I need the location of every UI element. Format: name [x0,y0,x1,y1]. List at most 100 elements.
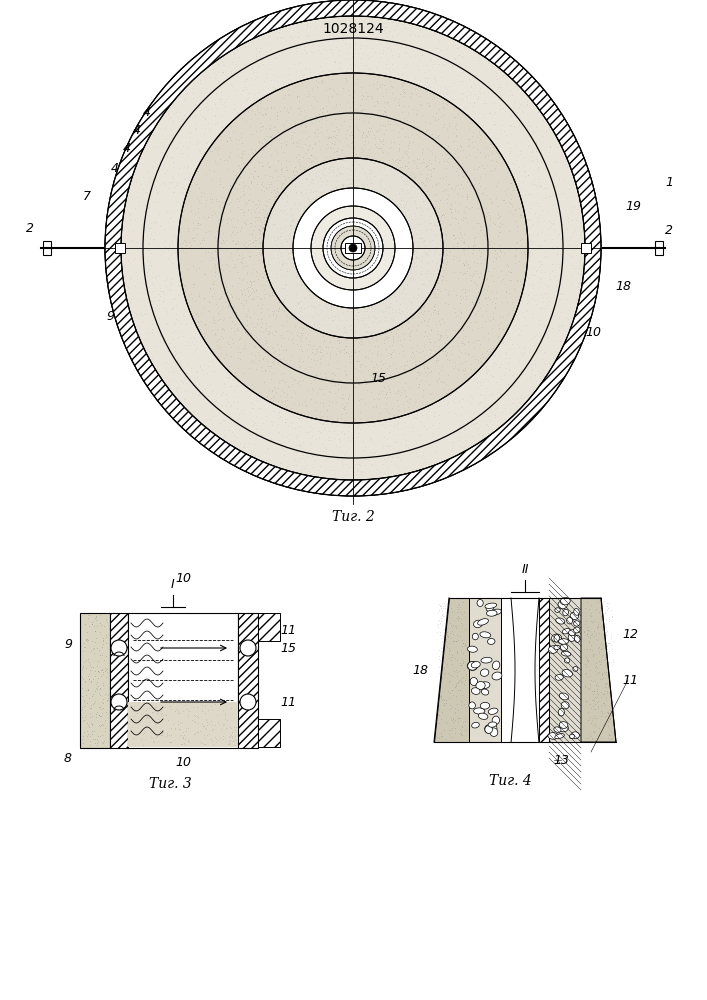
Ellipse shape [479,682,490,689]
Ellipse shape [573,667,578,671]
Ellipse shape [472,633,479,640]
Bar [581,243,591,253]
Ellipse shape [559,724,568,732]
Circle shape [341,236,365,260]
Ellipse shape [562,629,571,634]
Ellipse shape [474,708,485,714]
Ellipse shape [574,635,580,642]
Ellipse shape [469,702,475,709]
Polygon shape [469,598,501,742]
Ellipse shape [562,670,573,677]
Ellipse shape [485,603,497,608]
Polygon shape [434,598,469,742]
Text: 2: 2 [26,222,34,234]
Text: 18: 18 [412,664,428,676]
Ellipse shape [481,657,492,663]
Ellipse shape [571,612,578,620]
Ellipse shape [480,632,491,638]
Circle shape [240,694,256,710]
Ellipse shape [555,608,560,612]
Circle shape [349,244,357,252]
Text: 4: 4 [133,123,141,136]
Ellipse shape [561,702,569,709]
Text: 11: 11 [280,624,296,637]
Text: 19: 19 [625,200,641,213]
Ellipse shape [556,618,565,624]
Text: Τиг. 4: Τиг. 4 [489,774,532,788]
Polygon shape [539,598,549,742]
Text: II: II [521,563,529,576]
Ellipse shape [488,722,497,727]
Ellipse shape [472,688,480,694]
Bar [110,613,128,748]
Text: 9: 9 [64,639,72,652]
Ellipse shape [555,734,564,739]
Text: 4: 4 [123,141,131,154]
Circle shape [111,640,127,656]
Ellipse shape [470,677,478,686]
Ellipse shape [571,732,580,739]
Bar [258,719,280,747]
Text: I: I [171,578,175,591]
Text: 11: 11 [280,696,296,708]
Text: Τиг. 3: Τиг. 3 [148,777,192,791]
Ellipse shape [559,639,568,644]
Ellipse shape [573,621,580,626]
Polygon shape [549,598,581,742]
Bar [115,243,125,253]
Circle shape [111,694,127,710]
Bar [238,613,258,748]
Ellipse shape [548,733,559,739]
Ellipse shape [477,600,483,606]
Text: 10: 10 [175,756,191,768]
Circle shape [105,0,601,496]
Ellipse shape [478,619,489,625]
Text: 7: 7 [83,190,91,202]
Text: 4: 4 [111,161,119,174]
Text: Τиг. 2: Τиг. 2 [332,510,375,524]
Text: 9: 9 [106,310,114,322]
Ellipse shape [467,662,477,670]
Ellipse shape [472,662,480,668]
Bar [80,613,110,748]
Bar [655,241,663,255]
Circle shape [178,73,528,423]
Circle shape [331,226,375,270]
Ellipse shape [467,646,477,652]
Ellipse shape [468,661,477,670]
Ellipse shape [476,682,485,690]
Ellipse shape [489,708,498,714]
Bar [345,243,361,253]
Bar [258,613,280,641]
Text: 10: 10 [585,326,601,340]
Polygon shape [581,598,616,742]
Ellipse shape [481,669,489,676]
Ellipse shape [558,601,567,609]
Ellipse shape [492,672,502,680]
Ellipse shape [568,634,575,641]
Text: 13: 13 [553,754,569,766]
Text: 11: 11 [622,674,638,686]
Ellipse shape [567,617,573,624]
Circle shape [323,218,383,278]
Ellipse shape [555,675,563,680]
Ellipse shape [486,606,493,611]
Circle shape [263,158,443,338]
Text: 2: 2 [665,224,673,236]
Circle shape [240,640,256,656]
Ellipse shape [573,627,580,633]
Bar [128,613,238,748]
Polygon shape [501,598,511,742]
Ellipse shape [481,689,489,695]
Circle shape [311,206,395,290]
Text: 15: 15 [370,371,386,384]
Polygon shape [511,598,539,742]
Ellipse shape [561,644,568,651]
Circle shape [121,16,585,480]
Ellipse shape [549,646,558,653]
Ellipse shape [554,635,559,642]
Circle shape [293,188,413,308]
Ellipse shape [489,724,497,733]
Ellipse shape [559,693,568,700]
Text: 1: 1 [665,176,673,190]
